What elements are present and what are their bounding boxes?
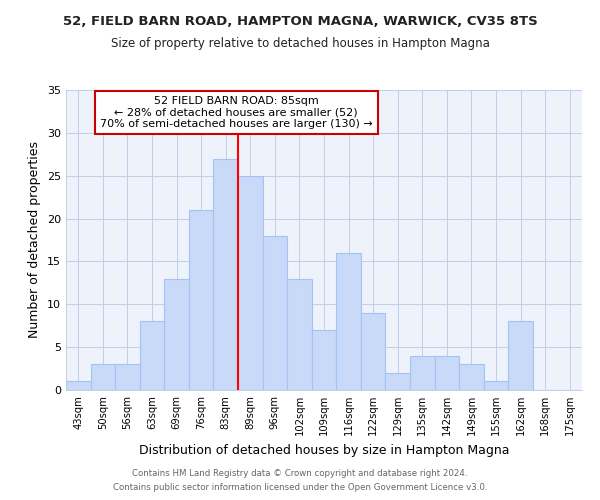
Bar bbox=[287, 278, 312, 390]
Bar bbox=[336, 253, 361, 390]
Y-axis label: Number of detached properties: Number of detached properties bbox=[28, 142, 41, 338]
Text: Contains HM Land Registry data © Crown copyright and database right 2024.: Contains HM Land Registry data © Crown c… bbox=[132, 468, 468, 477]
Bar bbox=[115, 364, 140, 390]
Bar bbox=[189, 210, 214, 390]
Text: 52, FIELD BARN ROAD, HAMPTON MAGNA, WARWICK, CV35 8TS: 52, FIELD BARN ROAD, HAMPTON MAGNA, WARW… bbox=[62, 15, 538, 28]
Text: Contains public sector information licensed under the Open Government Licence v3: Contains public sector information licen… bbox=[113, 484, 487, 492]
X-axis label: Distribution of detached houses by size in Hampton Magna: Distribution of detached houses by size … bbox=[139, 444, 509, 456]
Bar bbox=[484, 382, 508, 390]
Bar bbox=[140, 322, 164, 390]
Bar bbox=[238, 176, 263, 390]
Bar bbox=[214, 158, 238, 390]
Bar bbox=[385, 373, 410, 390]
Bar bbox=[312, 330, 336, 390]
Bar bbox=[508, 322, 533, 390]
Bar bbox=[164, 278, 189, 390]
Text: Size of property relative to detached houses in Hampton Magna: Size of property relative to detached ho… bbox=[110, 38, 490, 51]
Bar bbox=[434, 356, 459, 390]
Bar bbox=[410, 356, 434, 390]
Bar bbox=[263, 236, 287, 390]
Bar bbox=[361, 313, 385, 390]
Bar bbox=[459, 364, 484, 390]
Text: 52 FIELD BARN ROAD: 85sqm
← 28% of detached houses are smaller (52)
70% of semi-: 52 FIELD BARN ROAD: 85sqm ← 28% of detac… bbox=[100, 96, 373, 129]
Bar bbox=[66, 382, 91, 390]
Bar bbox=[91, 364, 115, 390]
